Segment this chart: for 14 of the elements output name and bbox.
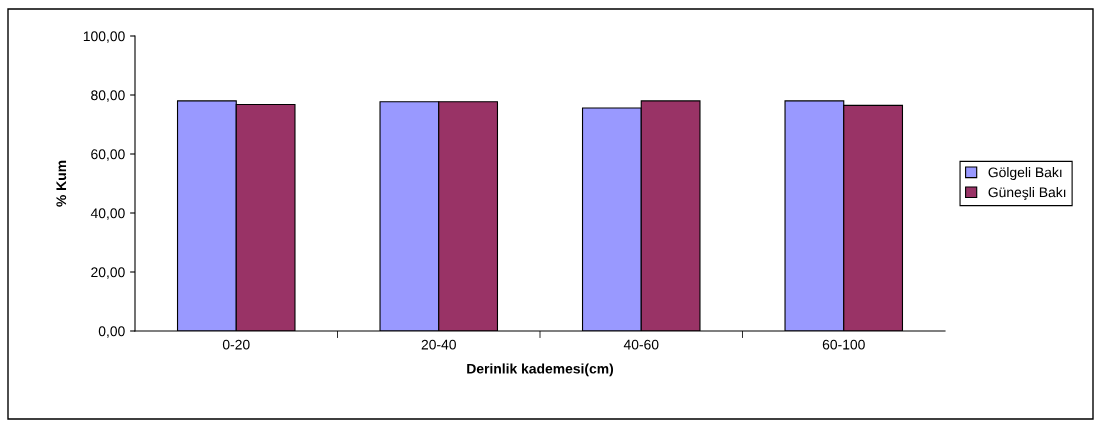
x-axis-title: Derinlik kademesi(cm) (467, 363, 614, 377)
x-tick-label: 20-40 (421, 339, 456, 350)
x-tick-label: 40-60 (623, 339, 659, 350)
x-tick-label: 0-20 (222, 339, 250, 350)
legend-label: Güneşli Bakı (988, 187, 1066, 201)
y-axis-title: % Kum (56, 160, 67, 207)
y-tick-label: 60,00 (91, 149, 125, 161)
y-tick-label: 40,00 (90, 208, 125, 220)
y-tick-label: 20,00 (91, 267, 125, 279)
y-tick-label: 0,00 (98, 326, 125, 338)
legend-label: Gölgeli Bakı (988, 167, 1062, 180)
y-tick-label: 80,00 (91, 90, 125, 102)
x-tick-label: 60-100 (822, 339, 865, 350)
y-tick-label: 100,00 (83, 31, 125, 43)
